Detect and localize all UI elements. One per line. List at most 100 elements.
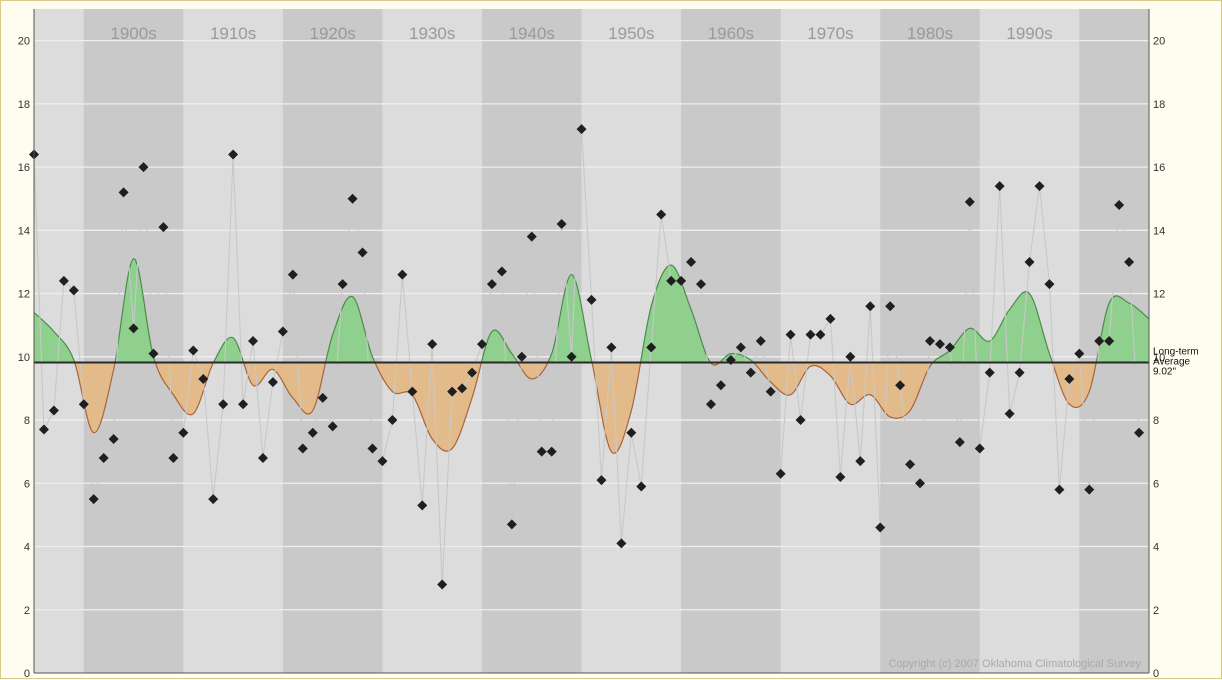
data-point — [745, 367, 756, 378]
data-point — [88, 494, 99, 505]
data-point — [377, 456, 388, 467]
y-tick-label-right: 12 — [1153, 289, 1165, 301]
data-point — [128, 323, 139, 334]
data-point — [168, 452, 179, 463]
horizontal-gridlines — [34, 39, 1149, 611]
decade-labels: 1900s 1910s 1920s 1930s 1940s 1950s 1960s 1970s… — [110, 24, 1052, 43]
data-point — [715, 380, 726, 391]
decade-label: 1970s — [807, 24, 853, 43]
data-point — [636, 481, 647, 492]
data-points — [29, 124, 1145, 590]
data-point — [725, 354, 736, 365]
y-tick-labels: 0 0 2 2 4 4 6 6 8 8 10 10 12 12 14 14 16 16 18 18 20 20 — [18, 36, 1166, 680]
y-tick-label-left: 16 — [18, 162, 30, 174]
data-point — [417, 500, 428, 511]
decade-label: 1950s — [608, 24, 654, 43]
data-point — [885, 301, 896, 312]
below-average-area — [34, 362, 1149, 454]
data-point — [775, 468, 786, 479]
data-point — [138, 162, 149, 173]
data-point — [68, 285, 79, 296]
y-tick-label-left: 0 — [24, 668, 30, 680]
data-point — [855, 456, 866, 467]
y-tick-label-left: 8 — [24, 415, 30, 427]
data-point — [606, 342, 617, 353]
average-label-line: Average — [1153, 357, 1191, 368]
y-tick-label-left: 4 — [24, 542, 30, 554]
y-tick-label-right: 10 — [1153, 352, 1165, 364]
data-point — [1004, 408, 1015, 419]
data-point — [257, 452, 268, 463]
data-point — [954, 437, 965, 448]
data-point — [327, 421, 338, 432]
data-point — [486, 279, 497, 290]
data-point — [526, 231, 537, 242]
data-point — [1054, 484, 1065, 495]
data-point — [765, 386, 776, 397]
above-average-area — [34, 258, 1149, 363]
y-tick-label-right: 14 — [1153, 225, 1165, 237]
data-point — [556, 219, 567, 230]
data-point — [307, 427, 318, 438]
data-point — [228, 149, 239, 160]
data-point — [457, 383, 468, 394]
data-point — [686, 256, 697, 267]
data-point — [835, 471, 846, 482]
data-point — [387, 415, 398, 426]
y-tick-label-right: 20 — [1153, 36, 1165, 48]
data-point — [1084, 484, 1095, 495]
series-line — [33, 129, 1140, 585]
y-tick-label-left: 10 — [18, 352, 30, 364]
data-point — [437, 579, 448, 590]
data-point — [984, 367, 995, 378]
data-point — [696, 279, 707, 290]
data-point — [895, 380, 906, 391]
y-tick-label-left: 14 — [18, 225, 30, 237]
data-point — [58, 275, 69, 286]
data-point — [805, 329, 816, 340]
data-point — [397, 269, 408, 280]
data-point — [1034, 181, 1045, 192]
data-point — [934, 339, 945, 350]
data-point — [845, 351, 856, 362]
data-point — [267, 377, 278, 388]
data-point — [1014, 367, 1025, 378]
data-point — [38, 424, 49, 435]
decade-label: 1910s — [210, 24, 256, 43]
data-point — [1114, 200, 1125, 211]
data-series-line — [33, 129, 1140, 585]
data-point — [815, 329, 826, 340]
data-point — [905, 459, 916, 470]
data-point — [875, 522, 886, 533]
data-point — [924, 336, 935, 346]
data-point — [865, 301, 876, 312]
data-point — [785, 329, 796, 340]
data-point — [705, 399, 716, 410]
y-tick-label-left: 20 — [18, 36, 30, 48]
y-tick-label-right: 6 — [1153, 478, 1159, 490]
data-point — [626, 427, 637, 438]
data-point — [48, 405, 59, 416]
data-point — [1074, 348, 1085, 359]
data-point — [427, 339, 438, 350]
decade-label: 1980s — [907, 24, 953, 43]
y-tick-label-left: 18 — [18, 99, 30, 111]
data-point — [646, 342, 657, 353]
y-tick-label-left: 12 — [18, 289, 30, 301]
data-point — [825, 313, 836, 324]
data-point — [576, 124, 587, 135]
data-point — [994, 181, 1005, 192]
data-point — [596, 475, 607, 486]
data-point — [506, 519, 517, 530]
data-point — [964, 196, 975, 207]
average-label: Long-term Average 9.02" — [1153, 347, 1199, 378]
data-point — [238, 399, 249, 410]
y-tick-label-right: 16 — [1153, 162, 1165, 174]
y-tick-label-right: 2 — [1153, 605, 1159, 617]
data-point — [666, 275, 677, 286]
average-label-line: 9.02" — [1153, 367, 1176, 378]
axes — [33, 9, 1150, 674]
data-point — [98, 452, 109, 463]
